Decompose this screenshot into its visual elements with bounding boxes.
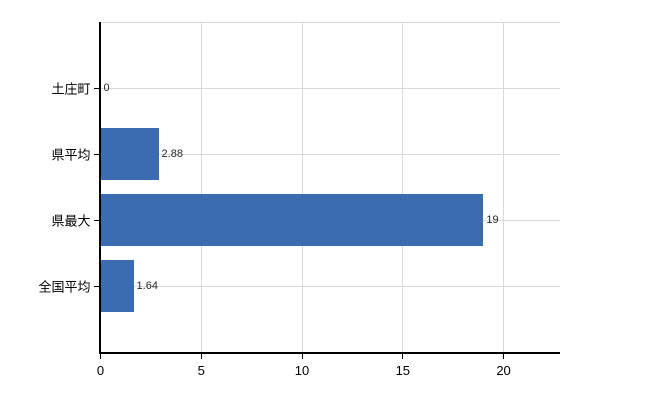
data-label: 2.88 [161, 148, 183, 161]
x-tick-label: 15 [395, 362, 411, 378]
category-label: 土庄町 [51, 81, 91, 97]
x-gridline [301, 22, 303, 353]
y-gridline [100, 153, 560, 155]
category-label: 県平均 [51, 147, 91, 163]
data-label: 19 [486, 214, 499, 227]
y-gridline [100, 285, 560, 287]
x-tick-mark [402, 352, 404, 359]
bar [100, 260, 134, 313]
data-label: 0 [103, 82, 110, 95]
x-tick-label: 0 [96, 362, 105, 378]
x-gridline [402, 22, 404, 353]
x-tick-label: 5 [197, 362, 205, 378]
x-axis-line [99, 352, 560, 354]
y-tick-mark [93, 153, 100, 155]
y-tick-mark [93, 219, 100, 221]
x-gridline [503, 22, 505, 353]
y-axis-line [99, 22, 101, 354]
x-tick-mark [503, 352, 505, 359]
bar [100, 128, 159, 181]
x-tick-mark [100, 352, 101, 359]
category-label: 県最大 [51, 213, 91, 229]
plot-top-border [100, 22, 560, 23]
x-tick-mark [301, 352, 303, 359]
x-tick-mark [200, 352, 202, 359]
data-label: 1.64 [136, 280, 158, 293]
x-gridline [200, 22, 202, 353]
category-label: 全国平均 [38, 279, 91, 295]
y-gridline [100, 87, 560, 89]
y-tick-mark [93, 87, 100, 89]
x-tick-label: 10 [294, 362, 310, 378]
y-tick-mark [93, 285, 100, 287]
bar [100, 194, 484, 247]
x-tick-label: 20 [496, 362, 511, 378]
